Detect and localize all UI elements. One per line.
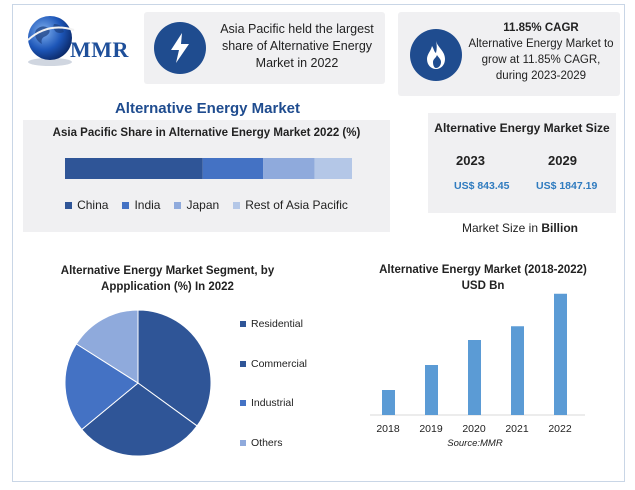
share-segment-china — [65, 158, 203, 179]
share-stacked-bar — [65, 158, 352, 179]
pie-slice-industrial — [64, 343, 139, 431]
legend-swatch — [233, 201, 241, 209]
year-2023-label: 2023 — [456, 153, 485, 168]
globe-icon — [27, 16, 75, 66]
lightning-icon — [154, 22, 206, 74]
bar-2020 — [468, 340, 481, 415]
legend-label: China — [77, 198, 109, 212]
legend-swatch — [240, 321, 246, 327]
pie-legend-item: Commercial — [240, 358, 307, 370]
x-tick-label: 2018 — [376, 423, 400, 435]
cagr-headline: 11.85% CAGR — [503, 22, 579, 34]
value-2023: US$ 843.45 — [454, 180, 510, 192]
bar-2019 — [425, 365, 438, 415]
legend-label: Others — [251, 436, 283, 449]
legend-label: Japan — [186, 198, 220, 212]
share-legend-item: China — [65, 198, 108, 212]
share-segment-rest-of-asia-pacific — [314, 158, 352, 179]
pie-legend-item: Others — [240, 437, 283, 449]
bar-2021 — [511, 326, 524, 415]
region-card-text: Asia Pacific held the largest share of A… — [220, 22, 374, 70]
flame-icon — [410, 29, 462, 81]
pie-legend-item: Residential — [240, 318, 303, 330]
cagr-description: Alternative Energy Market to grow at 11.… — [468, 38, 614, 82]
value-2029: US$ 1847.19 — [536, 180, 598, 192]
market-size-title: Alternative Energy Market Size — [434, 121, 610, 135]
share-segment-japan — [263, 158, 315, 179]
share-chart-title: Asia Pacific Share in Alternative Energy… — [52, 127, 361, 139]
pie-slice-others — [75, 309, 139, 384]
cagr-card: 11.85% CAGR Alternative Energy Market to… — [398, 12, 620, 96]
x-tick-label: 2021 — [505, 423, 529, 435]
share-segment-india — [202, 158, 264, 179]
legend-label: India — [134, 198, 161, 212]
bar-2022 — [554, 293, 567, 415]
legend-label: Rest of Asia Pacific — [245, 198, 348, 212]
unit-bold: Billion — [541, 221, 579, 235]
main-title: Alternative Energy Market — [114, 100, 301, 117]
pie-legend-item: Industrial — [240, 397, 294, 409]
legend-swatch — [174, 201, 182, 209]
x-tick-label: 2020 — [462, 423, 486, 435]
share-legend-item: Rest of Asia Pacific — [233, 198, 348, 212]
bar-chart-title: Alternative Energy Market (2018-2022) US… — [379, 264, 587, 292]
bar-chart: 2018 2019 2020 2021 2022 — [370, 293, 585, 435]
source-label: Source:MMR — [447, 438, 503, 449]
legend-swatch — [240, 400, 246, 406]
share-legend: China India Japan Rest of Asia Pacific — [23, 198, 390, 212]
region-card: Asia Pacific held the largest share of A… — [144, 12, 385, 84]
legend-label: Residential — [251, 318, 303, 330]
legend-label: Industrial — [251, 397, 294, 409]
pie-chart-title: Alternative Energy Market Segment, by Ap… — [60, 265, 275, 293]
x-tick-label: 2019 — [419, 423, 443, 435]
market-size-panel: Alternative Energy Market Size 2023 2029… — [428, 113, 616, 213]
share-legend-item: India — [122, 198, 160, 212]
bar-2018 — [382, 390, 395, 415]
legend-swatch — [240, 439, 246, 446]
pie-slice-commercial — [81, 382, 198, 457]
legend-swatch — [122, 201, 130, 209]
pie-chart — [64, 309, 212, 457]
logo-text: MMR — [70, 37, 129, 62]
x-tick-label: 2022 — [548, 423, 572, 435]
legend-label: Commercial — [251, 357, 308, 370]
pie-slice-residential — [137, 309, 212, 427]
unit-prefix: Market Size in — [461, 221, 542, 235]
cagr-card-text: 11.85% CAGR Alternative Energy Market to… — [466, 20, 616, 84]
legend-swatch — [240, 360, 246, 367]
logo: MMR — [20, 10, 140, 72]
year-2029-label: 2029 — [548, 153, 577, 168]
share-legend-item: Japan — [174, 198, 219, 212]
share-panel: Asia Pacific Share in Alternative Energy… — [23, 120, 390, 232]
market-size-unit: Market Size in Billion — [440, 221, 600, 235]
legend-swatch — [65, 201, 73, 209]
